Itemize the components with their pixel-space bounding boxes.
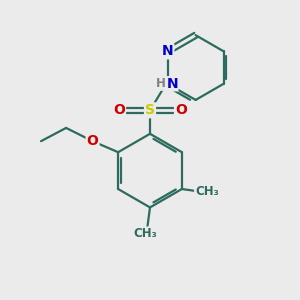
Text: H: H <box>156 77 166 90</box>
Text: O: O <box>113 103 125 117</box>
Text: N: N <box>166 77 178 91</box>
Text: CH₃: CH₃ <box>195 185 219 199</box>
Text: S: S <box>145 103 155 117</box>
Text: CH₃: CH₃ <box>134 227 158 240</box>
Text: N: N <box>162 44 173 58</box>
Text: O: O <box>87 134 98 148</box>
Text: O: O <box>175 103 187 117</box>
